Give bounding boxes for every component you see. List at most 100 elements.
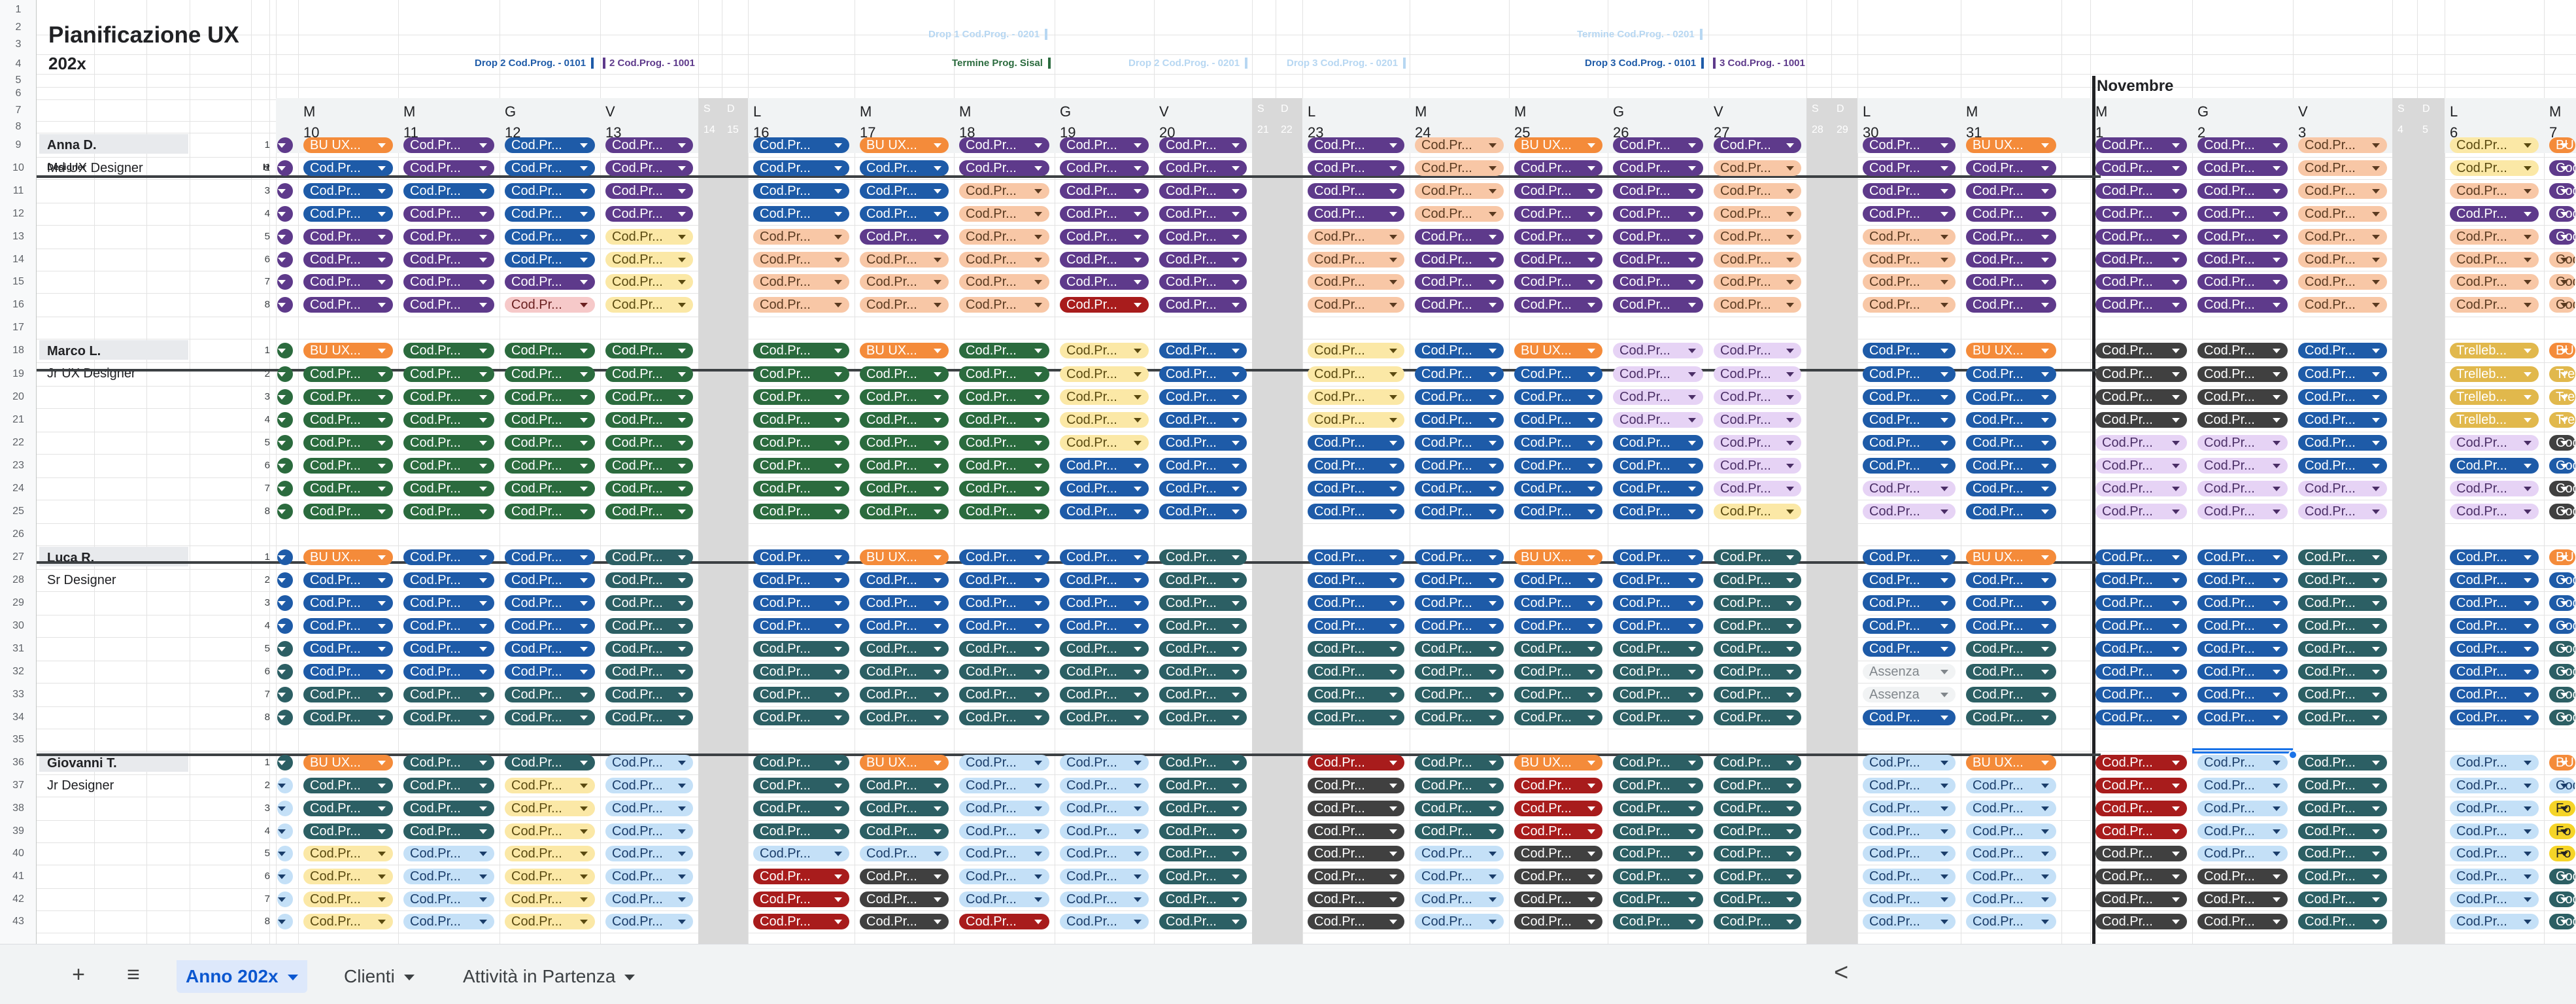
project-chip[interactable]: Cod.Pr... — [860, 778, 949, 793]
project-chip[interactable]: Cod.Pr... — [2197, 664, 2288, 680]
project-chip[interactable]: Cod.Pr... — [2197, 891, 2288, 907]
project-chip[interactable] — [277, 846, 293, 861]
row-number[interactable]: 22 — [12, 437, 24, 448]
row-number[interactable]: 38 — [12, 803, 24, 814]
weekday-letter[interactable]: G — [1613, 103, 1625, 120]
project-chip[interactable]: Cod.Pr... — [605, 229, 693, 245]
project-chip[interactable]: Cod.Pr... — [1863, 160, 1956, 176]
project-chip[interactable]: Cod.Pr... — [1060, 823, 1149, 839]
project-chip[interactable]: Cod.Pr... — [2450, 618, 2539, 634]
chevron-down-icon[interactable] — [624, 975, 636, 981]
project-chip[interactable]: Cod.Pr... — [605, 274, 693, 290]
project-chip[interactable]: Assenza — [1863, 687, 1956, 702]
project-chip[interactable]: Cod.Pr... — [2095, 778, 2187, 793]
project-chip[interactable]: Cod.Pr... — [2450, 891, 2539, 907]
project-chip[interactable]: Cod.Pr... — [505, 846, 595, 861]
project-chip[interactable]: Cod.Pr... — [1308, 274, 1404, 290]
project-chip[interactable]: Cod.Pr... — [1613, 595, 1703, 611]
project-chip[interactable]: Cod.Pr... — [1863, 595, 1956, 611]
project-chip[interactable]: Cod.Pr... — [1159, 481, 1247, 496]
project-chip[interactable]: Cod.Pr... — [959, 595, 1049, 611]
project-chip[interactable]: Cod.Pr... — [1863, 504, 1956, 519]
project-chip[interactable]: Cod.Pr... — [1159, 914, 1247, 929]
project-chip[interactable]: Cod.Pr... — [959, 160, 1049, 176]
project-chip[interactable]: Cod.Pr... — [2095, 504, 2187, 519]
designer-column-header[interactable]: Designer — [47, 162, 86, 172]
project-chip[interactable]: Cod.Pr... — [403, 183, 494, 199]
project-chip[interactable]: Cod.Pr... — [303, 778, 393, 793]
project-chip[interactable]: Cod.Pr... — [753, 297, 849, 313]
project-chip[interactable]: Cod.Pr... — [1613, 229, 1703, 245]
row-number[interactable]: 18 — [12, 345, 24, 356]
row-number[interactable]: 30 — [12, 620, 24, 631]
project-chip[interactable]: Cod.Pr... — [303, 801, 393, 816]
project-chip[interactable]: Cod.Pr... — [1060, 229, 1149, 245]
project-chip[interactable]: Cod.Pr... — [1863, 549, 1956, 565]
project-chip[interactable]: Cod.Pr... — [605, 366, 693, 382]
project-chip[interactable]: Cod.... — [2549, 206, 2575, 222]
sheet-tab[interactable]: Anno 202x — [177, 960, 307, 993]
project-chip[interactable]: Cod.Pr... — [1514, 687, 1602, 702]
project-chip[interactable]: Cod.Pr... — [1415, 229, 1504, 245]
project-chip[interactable]: Cod.Pr... — [1308, 687, 1404, 702]
project-chip[interactable]: Cod.Pr... — [2095, 823, 2187, 839]
project-chip[interactable] — [277, 687, 293, 702]
project-chip[interactable]: Cod.Pr... — [1060, 869, 1149, 884]
project-chip[interactable]: Cod.Pr... — [1415, 572, 1504, 588]
project-chip[interactable]: Cod.Pr... — [1415, 435, 1504, 451]
project-chip[interactable]: Cod.Pr... — [1613, 618, 1703, 634]
project-chip[interactable]: Cod.Pr... — [2298, 137, 2387, 153]
project-chip[interactable]: Cod.Pr... — [860, 914, 949, 929]
project-chip[interactable]: Cod.Pr... — [1714, 846, 1801, 861]
day-number[interactable]: 28 — [1812, 124, 1823, 135]
project-chip[interactable]: Cod.Pr... — [753, 801, 849, 816]
project-chip[interactable]: Cod.Pr... — [1415, 160, 1504, 176]
project-chip[interactable]: Cod.Pr... — [2450, 458, 2539, 474]
project-chip[interactable]: Cod.Pr... — [605, 846, 693, 861]
project-chip[interactable]: Cod.Pr... — [505, 389, 595, 405]
project-chip[interactable]: Cod.Pr... — [860, 481, 949, 496]
project-chip[interactable]: Cod.Pr... — [2095, 914, 2187, 929]
project-chip[interactable]: Cod.Pr... — [2095, 891, 2187, 907]
project-chip[interactable]: Cod.Pr... — [860, 366, 949, 382]
project-chip[interactable]: Cod.Pr... — [2095, 389, 2187, 405]
project-chip[interactable]: Cod.Pr... — [505, 481, 595, 496]
row-number[interactable]: 19 — [12, 368, 24, 379]
project-chip[interactable]: Cod.Pr... — [1613, 755, 1703, 770]
project-chip[interactable]: Cod.Pr... — [1415, 549, 1504, 565]
project-chip[interactable] — [277, 595, 293, 611]
project-chip[interactable]: Cod.Pr... — [505, 641, 595, 657]
project-chip[interactable]: Cod.Pr... — [1308, 458, 1404, 474]
project-chip[interactable]: Cod.Pr... — [1308, 823, 1404, 839]
designer-name[interactable]: Marco L. — [39, 340, 188, 360]
project-chip[interactable]: Cod.Pr... — [1415, 481, 1504, 496]
project-chip[interactable]: Cod.Pr... — [2450, 504, 2539, 519]
project-chip[interactable]: Cod.Pr... — [2095, 297, 2187, 313]
project-chip[interactable]: Cod.Pr... — [505, 252, 595, 268]
project-chip[interactable]: Cod.Pr... — [2197, 710, 2288, 725]
project-chip[interactable]: Cod.Pr... — [1514, 160, 1602, 176]
project-chip[interactable]: Cod.Pr... — [1060, 801, 1149, 816]
project-chip[interactable]: Cod.Pr... — [1966, 183, 2056, 199]
project-chip[interactable]: Cod.Pr... — [1159, 252, 1247, 268]
project-chip[interactable]: Cod.Pr... — [1060, 572, 1149, 588]
project-chip[interactable]: Cod.Pr... — [505, 229, 595, 245]
project-chip[interactable]: Cod.Pr... — [505, 664, 595, 680]
hours-value[interactable]: 5 — [264, 848, 270, 859]
hours-value[interactable]: 6 — [264, 254, 270, 265]
row-number[interactable]: 26 — [12, 528, 24, 540]
project-chip[interactable]: Cod.Pr... — [605, 572, 693, 588]
project-chip[interactable]: Cod.Pr... — [1060, 412, 1149, 428]
project-chip[interactable]: Cod.Pr... — [1514, 846, 1602, 861]
project-chip[interactable]: Cod.Pr... — [605, 664, 693, 680]
project-chip[interactable]: Cod.Pr... — [403, 869, 494, 884]
project-chip[interactable] — [277, 801, 293, 816]
project-chip[interactable]: Cod.Pr... — [605, 778, 693, 793]
project-chip[interactable]: Cod.Pr... — [2197, 481, 2288, 496]
project-chip[interactable]: Cod.Pr... — [303, 366, 393, 382]
project-chip[interactable]: Cod.Pr... — [1613, 778, 1703, 793]
project-chip[interactable]: Cod.Pr... — [2197, 183, 2288, 199]
project-chip[interactable]: Cod.Pr... — [605, 891, 693, 907]
project-chip[interactable]: Cod.Pr... — [959, 274, 1049, 290]
day-number[interactable]: 5 — [2422, 124, 2428, 135]
